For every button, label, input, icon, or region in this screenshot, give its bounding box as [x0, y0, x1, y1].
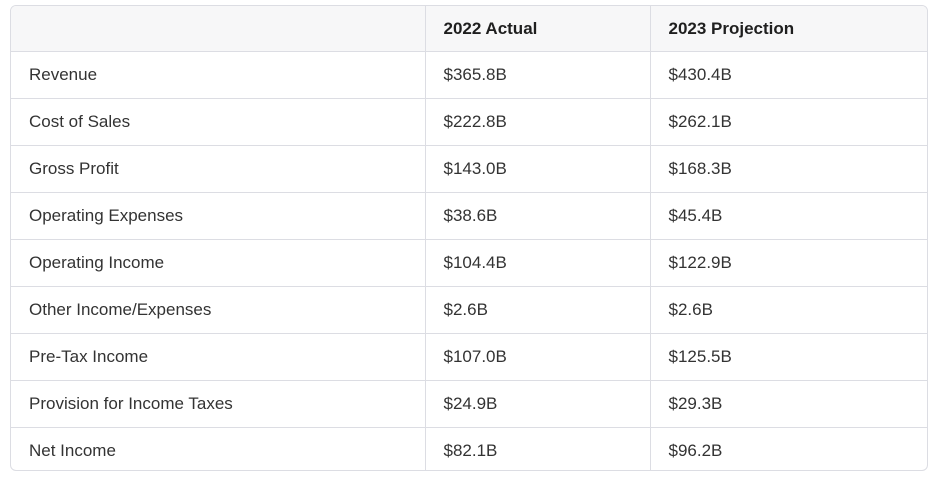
cell-2022-actual: $2.6B	[425, 286, 651, 334]
row-label: Operating Income	[11, 239, 426, 287]
table-row: Cost of Sales $222.8B $262.1B	[11, 98, 927, 146]
table-row: Operating Income $104.4B $122.9B	[11, 239, 927, 287]
table-row: Gross Profit $143.0B $168.3B	[11, 145, 927, 193]
cell-2022-actual: $222.8B	[425, 98, 651, 146]
table-row: Revenue $365.8B $430.4B	[11, 51, 927, 99]
cell-2023-projection: $122.9B	[650, 239, 927, 287]
table-row: Provision for Income Taxes $24.9B $29.3B	[11, 380, 927, 428]
cell-2022-actual: $82.1B	[425, 427, 651, 470]
table-row: Other Income/Expenses $2.6B $2.6B	[11, 286, 927, 334]
row-label: Revenue	[11, 51, 426, 99]
table-row: Net Income $82.1B $96.2B	[11, 427, 927, 470]
row-label: Operating Expenses	[11, 192, 426, 240]
cell-2022-actual: $24.9B	[425, 380, 651, 428]
cell-2023-projection: $29.3B	[650, 380, 927, 428]
row-label: Net Income	[11, 427, 426, 470]
row-label: Pre-Tax Income	[11, 333, 426, 381]
row-label: Gross Profit	[11, 145, 426, 193]
table-header: 2022 Actual 2023 Projection	[11, 6, 927, 52]
financial-table: 2022 Actual 2023 Projection Revenue $365…	[11, 6, 927, 470]
row-label: Other Income/Expenses	[11, 286, 426, 334]
cell-2023-projection: $262.1B	[650, 98, 927, 146]
header-cell-2023-projection: 2023 Projection	[650, 6, 927, 52]
row-label: Cost of Sales	[11, 98, 426, 146]
header-cell-label	[11, 6, 426, 52]
header-row: 2022 Actual 2023 Projection	[11, 6, 927, 52]
cell-2023-projection: $2.6B	[650, 286, 927, 334]
row-label: Provision for Income Taxes	[11, 380, 426, 428]
cell-2023-projection: $430.4B	[650, 51, 927, 99]
cell-2022-actual: $107.0B	[425, 333, 651, 381]
cell-2022-actual: $365.8B	[425, 51, 651, 99]
table-body: Revenue $365.8B $430.4B Cost of Sales $2…	[11, 51, 927, 470]
cell-2022-actual: $38.6B	[425, 192, 651, 240]
cell-2022-actual: $143.0B	[425, 145, 651, 193]
cell-2023-projection: $168.3B	[650, 145, 927, 193]
cell-2022-actual: $104.4B	[425, 239, 651, 287]
financial-table-container: 2022 Actual 2023 Projection Revenue $365…	[10, 5, 928, 471]
table-row: Operating Expenses $38.6B $45.4B	[11, 192, 927, 240]
cell-2023-projection: $96.2B	[668, 441, 723, 460]
cell-2023-projection: $45.4B	[650, 192, 927, 240]
header-cell-2022-actual: 2022 Actual	[425, 6, 651, 52]
cell-2023-projection: $125.5B	[650, 333, 927, 381]
table-row: Pre-Tax Income $107.0B $125.5B	[11, 333, 927, 381]
